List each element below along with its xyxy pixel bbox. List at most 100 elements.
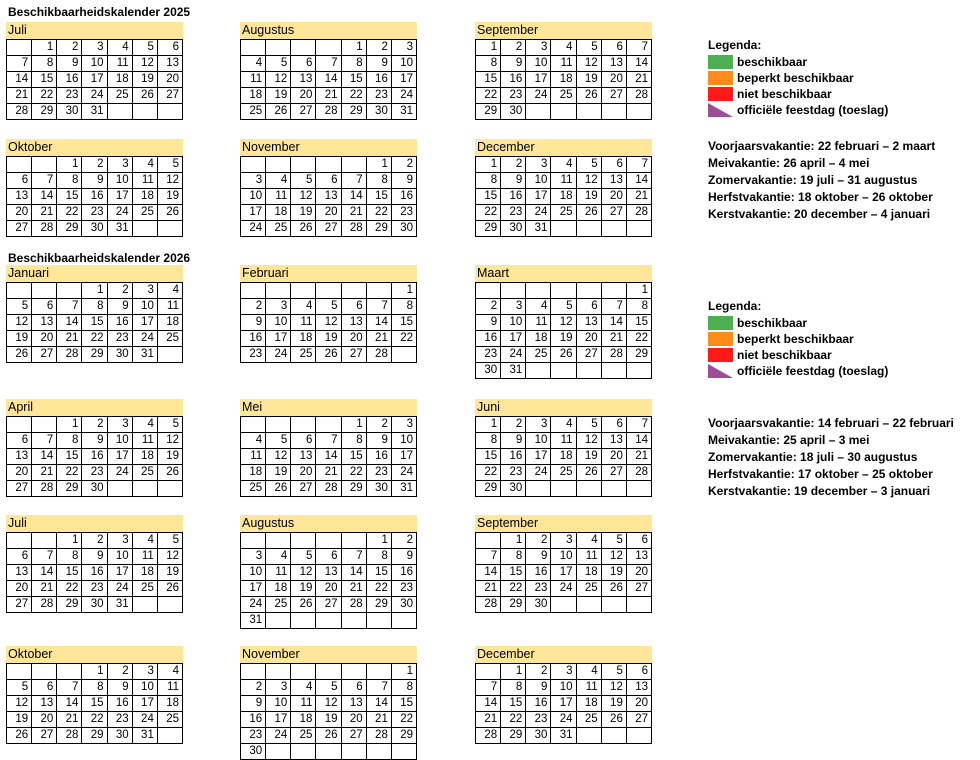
day-cell: 31 xyxy=(500,362,527,379)
day-cell: 28 xyxy=(625,204,653,221)
day-cell: 10 xyxy=(525,55,552,72)
day-cell: 2 xyxy=(106,663,133,680)
day-cell: 30 xyxy=(525,727,552,744)
day-cell: 18 xyxy=(265,580,292,597)
empty-cell xyxy=(239,282,267,299)
empty-cell xyxy=(31,156,58,173)
day-cell: 22 xyxy=(340,87,367,104)
day-cell: 24 xyxy=(265,346,292,363)
day-cell: 10 xyxy=(106,172,133,189)
day-cell: 29 xyxy=(474,220,502,237)
empty-cell xyxy=(365,612,392,629)
day-cell: 26 xyxy=(575,204,602,221)
day-cell: 27 xyxy=(31,346,58,363)
day-cell: 13 xyxy=(600,172,627,189)
day-cell: 22 xyxy=(474,464,502,481)
day-cell: 16 xyxy=(106,314,133,331)
day-cell: 31 xyxy=(550,727,577,744)
month-name: Augustus xyxy=(240,22,417,39)
day-cell: 14 xyxy=(5,71,33,88)
day-cell: 5 xyxy=(265,55,292,72)
day-cell: 18 xyxy=(131,564,158,581)
day-cell: 29 xyxy=(81,727,108,744)
day-cell: 5 xyxy=(156,532,184,549)
day-cell: 24 xyxy=(131,330,158,347)
empty-cell xyxy=(625,480,653,497)
day-cell: 7 xyxy=(315,55,342,72)
day-cell: 28 xyxy=(340,220,367,237)
empty-cell xyxy=(575,596,602,613)
day-cell: 5 xyxy=(600,532,627,549)
day-cell: 21 xyxy=(625,448,653,465)
day-cell: 9 xyxy=(525,679,552,696)
week-row: 5 6 7 8 9 10 11 xyxy=(5,679,184,696)
day-cell: 15 xyxy=(56,564,83,581)
day-cell: 17 xyxy=(525,71,552,88)
day-cell: 6 xyxy=(600,156,627,173)
week-row: 1 xyxy=(239,663,418,680)
day-cell: 1 xyxy=(390,282,418,299)
month-name: Juli xyxy=(6,515,183,532)
week-row: 30 xyxy=(239,743,418,760)
month-name: December xyxy=(475,646,652,663)
day-cell: 28 xyxy=(315,480,342,497)
day-cell: 1 xyxy=(365,156,392,173)
day-cell: 15 xyxy=(340,448,367,465)
day-cell: 20 xyxy=(315,204,342,221)
day-cell: 23 xyxy=(365,464,392,481)
day-cell: 18 xyxy=(265,204,292,221)
day-cell: 26 xyxy=(575,464,602,481)
legend-item-beschikbaar: beschikbaar xyxy=(708,315,888,331)
day-cell: 25 xyxy=(265,596,292,613)
day-cell: 4 xyxy=(525,298,552,315)
day-cell: 14 xyxy=(625,172,653,189)
day-cell: 10 xyxy=(390,55,418,72)
vacation-line: Meivakantie: 25 april – 3 mei xyxy=(708,433,870,447)
day-cell: 25 xyxy=(239,103,267,120)
day-cell: 11 xyxy=(131,548,158,565)
day-cell: 4 xyxy=(575,532,602,549)
day-cell: 12 xyxy=(315,314,342,331)
empty-cell xyxy=(5,156,33,173)
month-2025-5: December 1 2 3 4 5 6 7 8 9 10 11 12 13 14 15 16 17 18 19 20 2… xyxy=(474,139,653,237)
day-cell: 11 xyxy=(106,55,133,72)
week-row: 4 5 6 7 8 9 10 xyxy=(239,55,418,72)
day-cell: 7 xyxy=(31,172,58,189)
day-cell: 31 xyxy=(81,103,108,120)
day-cell: 8 xyxy=(365,548,392,565)
week-row: 31 xyxy=(239,612,418,629)
empty-cell xyxy=(106,480,133,497)
day-cell: 3 xyxy=(525,156,552,173)
day-cell: 27 xyxy=(625,580,653,597)
month-2025-3: Oktober 1 2 3 4 5 6 7 8 9 10 11 12 13 14 15 16 17 18 19 20 21… xyxy=(5,139,184,237)
day-cell: 30 xyxy=(81,596,108,613)
vacations-2026: Voorjaarsvakantie: 14 februari – 22 febr… xyxy=(708,415,954,500)
day-cell: 31 xyxy=(239,612,267,629)
empty-cell xyxy=(239,416,267,433)
day-cell: 3 xyxy=(550,532,577,549)
week-row: 8 9 10 11 12 13 14 xyxy=(474,55,653,72)
week-row: 6 7 8 9 10 11 12 xyxy=(5,548,184,565)
day-cell: 13 xyxy=(31,314,58,331)
day-cell: 10 xyxy=(81,55,108,72)
day-cell: 16 xyxy=(525,564,552,581)
day-cell: 2 xyxy=(81,532,108,549)
holiday-triangle-icon xyxy=(708,103,733,117)
week-row: 14 15 16 17 18 19 20 xyxy=(5,71,184,88)
day-cell: 23 xyxy=(525,580,552,597)
day-cell: 6 xyxy=(340,679,367,696)
day-cell: 17 xyxy=(525,188,552,205)
day-cell: 9 xyxy=(474,314,502,331)
day-cell: 23 xyxy=(81,204,108,221)
day-cell: 21 xyxy=(56,711,83,728)
day-cell: 13 xyxy=(600,432,627,449)
day-cell: 22 xyxy=(500,580,527,597)
day-cell: 7 xyxy=(56,298,83,315)
